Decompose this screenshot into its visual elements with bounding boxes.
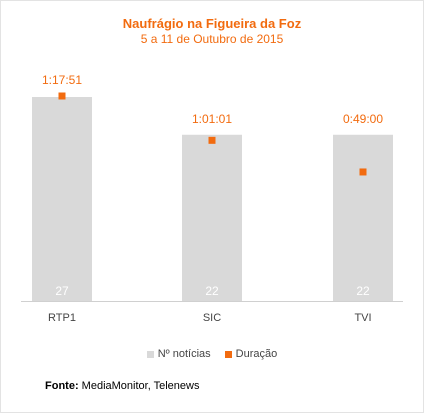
legend-item-duration[interactable]: Duração: [224, 348, 278, 360]
point-duration-sic: [208, 136, 216, 144]
chart-subtitle: 5 a 11 de Outubro de 2015: [140, 32, 284, 46]
legend-label-duration: Duração: [235, 348, 278, 360]
legend-swatch-news-count: [146, 350, 154, 358]
data-label-duration-rtp1: 1:17:51: [42, 73, 82, 87]
source-note: Fonte: MediaMonitor, Telenews: [45, 380, 199, 392]
point-duration-tvi: [359, 168, 367, 176]
chart-title: Naufrágio na Figueira da Foz: [122, 16, 302, 31]
data-label-news-count-sic: 22: [205, 284, 219, 298]
data-label-duration-tvi: 0:49:00: [343, 112, 383, 126]
bar-news-count-rtp1: [32, 97, 92, 301]
bar-news-count-sic: [182, 134, 242, 301]
x-tick-label-sic: SIC: [203, 312, 221, 324]
source-text: MediaMonitor, Telenews: [81, 380, 200, 392]
chart-legend: Nº notícias Duração: [1, 348, 423, 360]
legend-item-news-count[interactable]: Nº notícias: [146, 348, 211, 360]
x-tick-label-tvi: TVI: [354, 312, 371, 324]
data-label-news-count-rtp1: 27: [55, 284, 69, 298]
legend-swatch-duration: [224, 350, 232, 358]
x-tick-label-rtp1: RTP1: [48, 312, 76, 324]
legend-label-news-count: Nº notícias: [157, 348, 211, 360]
source-label: Fonte:: [45, 380, 79, 392]
point-duration-rtp1: [58, 92, 66, 100]
data-label-news-count-tvi: 22: [356, 284, 370, 298]
data-label-duration-sic: 1:01:01: [192, 112, 232, 126]
bar-news-count-tvi: [333, 134, 393, 301]
